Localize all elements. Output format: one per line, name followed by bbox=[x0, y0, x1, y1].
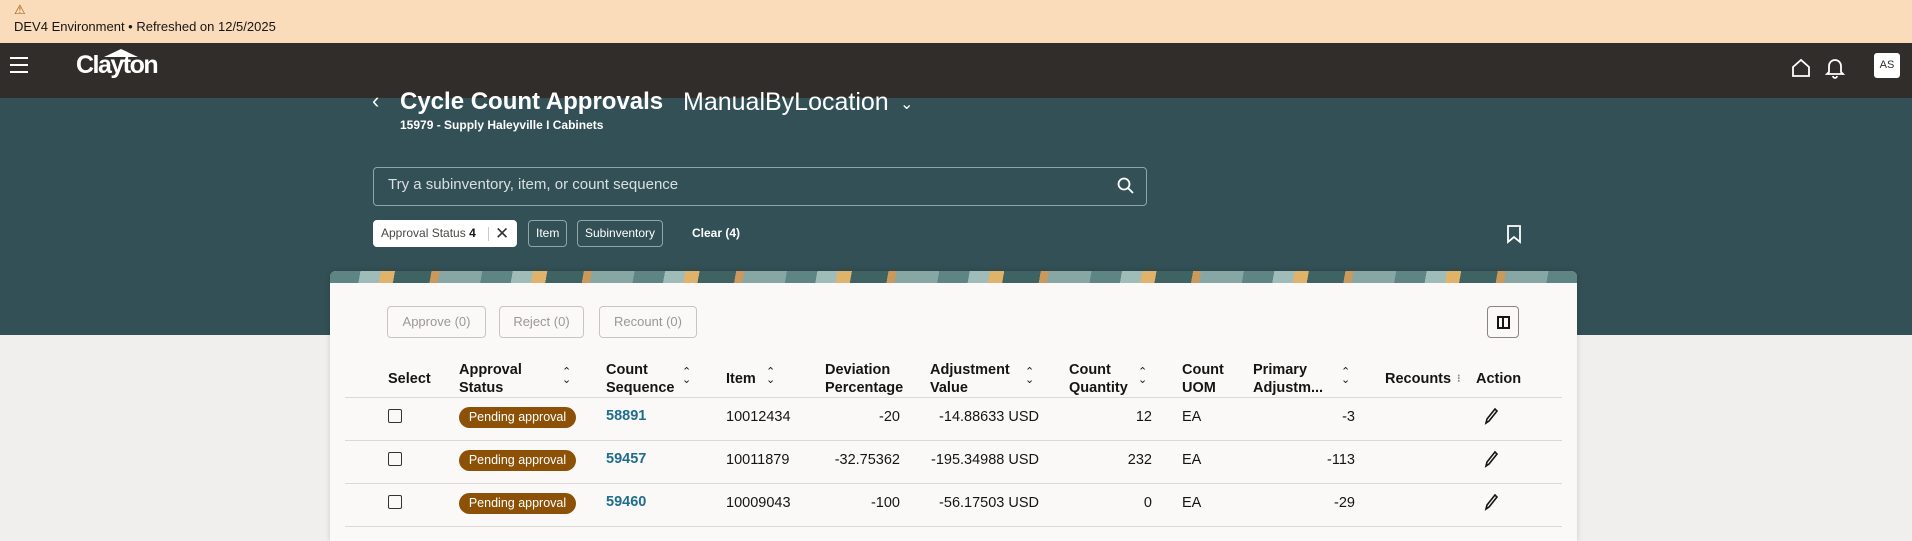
sort-icon[interactable]: ⌃ ⌄ bbox=[1341, 366, 1351, 386]
view-selector[interactable]: ManualByLocation bbox=[683, 88, 889, 116]
item-cell: 10012434 bbox=[726, 409, 791, 425]
reject-button[interactable]: Reject (0) bbox=[499, 306, 584, 338]
divider bbox=[345, 397, 1562, 398]
menu-icon[interactable] bbox=[10, 57, 28, 73]
table-row[interactable]: Pending approval 59457 10011879 -32.7536… bbox=[330, 441, 1577, 483]
sort-icon[interactable]: ⌃ ⌄ bbox=[1025, 366, 1035, 386]
top-bar: Clayton AS bbox=[0, 43, 1912, 98]
page-subtitle: 15979 - Supply Haleyville I Cabinets bbox=[400, 118, 604, 132]
table-row[interactable]: Pending approval 58891 10012434 -20 -14.… bbox=[330, 398, 1577, 440]
item-cell: 10009043 bbox=[726, 495, 791, 511]
recount-button[interactable]: Recount (0) bbox=[599, 306, 697, 338]
close-icon[interactable]: ✕ bbox=[495, 224, 510, 243]
bell-icon[interactable] bbox=[1824, 56, 1846, 80]
deviation-cell: -32.75362 bbox=[834, 452, 900, 468]
column-layout-button[interactable] bbox=[1487, 306, 1519, 338]
count-quantity-cell: 0 bbox=[1143, 495, 1152, 511]
header-primary-adjustment[interactable]: Primary Adjustm... bbox=[1253, 362, 1324, 396]
deviation-cell: -100 bbox=[870, 495, 900, 511]
filter-chip-subinventory[interactable]: Subinventory bbox=[577, 220, 664, 247]
approvals-card: Approve (0) Reject (0) Recount (0) Selec… bbox=[330, 271, 1577, 541]
row-checkbox[interactable] bbox=[388, 495, 402, 509]
banner-text: DEV4 Environment • Refreshed on 12/5/202… bbox=[14, 19, 276, 34]
divider bbox=[345, 526, 1562, 527]
filter-chip-item[interactable]: Item bbox=[528, 220, 568, 247]
count-sequence-link[interactable]: 59457 bbox=[606, 451, 647, 467]
avatar[interactable]: AS bbox=[1874, 53, 1900, 78]
column-resize-handle[interactable]: ⁝ bbox=[1457, 373, 1461, 385]
uom-cell: EA bbox=[1182, 409, 1202, 425]
status-badge: Pending approval bbox=[459, 407, 576, 428]
header-action: Action bbox=[1476, 371, 1522, 387]
count-sequence-link[interactable]: 58891 bbox=[606, 408, 647, 424]
count-quantity-cell: 12 bbox=[1135, 409, 1152, 425]
chevron-down-icon[interactable]: ⌄ bbox=[900, 96, 914, 113]
adjustment-cell: -14.88633 USD bbox=[939, 409, 1039, 425]
uom-cell: EA bbox=[1182, 495, 1202, 511]
header-deviation-percentage: Deviation Percentage bbox=[825, 362, 904, 396]
columns-icon bbox=[1497, 316, 1510, 329]
header-recounts[interactable]: Recounts bbox=[1385, 371, 1452, 387]
clayton-logo[interactable]: Clayton bbox=[76, 49, 159, 80]
chip-count: 4 bbox=[469, 226, 476, 240]
home-icon[interactable] bbox=[1790, 57, 1812, 79]
clear-filters-button[interactable]: Clear (4) bbox=[692, 226, 741, 240]
sort-icon[interactable]: ⌃ ⌄ bbox=[682, 366, 692, 386]
divider bbox=[345, 440, 1562, 441]
primary-adjustment-cell: -113 bbox=[1327, 452, 1355, 468]
deviation-cell: -20 bbox=[879, 409, 900, 425]
warning-icon: ⚠ bbox=[14, 2, 26, 17]
bookmark-icon[interactable] bbox=[1506, 224, 1522, 244]
header-item[interactable]: Item bbox=[726, 371, 756, 387]
edit-pencil-icon[interactable] bbox=[1483, 493, 1499, 511]
search-icon[interactable] bbox=[1116, 176, 1136, 196]
sort-icon[interactable]: ⌃ ⌄ bbox=[766, 366, 776, 386]
header-count-quantity[interactable]: Count Quantity bbox=[1069, 362, 1128, 396]
edit-pencil-icon[interactable] bbox=[1483, 450, 1499, 468]
item-cell: 10011879 bbox=[726, 452, 790, 468]
sort-icon[interactable]: ⌃ ⌄ bbox=[1138, 366, 1148, 386]
header-count-sequence[interactable]: Count Sequence bbox=[606, 362, 675, 396]
header-approval-status[interactable]: Approval Status bbox=[459, 362, 522, 396]
environment-banner: ⚠ DEV4 Environment • Refreshed on 12/5/2… bbox=[0, 0, 1912, 43]
status-badge: Pending approval bbox=[459, 450, 576, 471]
back-button[interactable]: ‹ bbox=[372, 88, 380, 113]
count-quantity-cell: 232 bbox=[1127, 452, 1152, 468]
uom-cell: EA bbox=[1182, 452, 1202, 468]
search-field[interactable] bbox=[373, 167, 1147, 206]
adjustment-cell: -195.34988 USD bbox=[930, 452, 1039, 468]
header-count-uom: Count UOM bbox=[1182, 362, 1224, 396]
search-input[interactable] bbox=[388, 176, 1088, 193]
sort-icon[interactable]: ⌃ ⌄ bbox=[562, 366, 572, 386]
primary-adjustment-cell: -29 bbox=[1334, 495, 1355, 511]
count-sequence-link[interactable]: 59460 bbox=[606, 494, 647, 510]
table-row[interactable]: Pending approval 59460 10009043 -100 -56… bbox=[330, 484, 1577, 526]
header-adjustment-value[interactable]: Adjustment Value bbox=[930, 362, 1010, 396]
row-checkbox[interactable] bbox=[388, 452, 402, 466]
primary-adjustment-cell: -3 bbox=[1342, 409, 1355, 425]
chip-label: Approval Status bbox=[381, 226, 466, 240]
decorative-pattern bbox=[330, 271, 1577, 283]
row-checkbox[interactable] bbox=[388, 409, 402, 423]
approve-button[interactable]: Approve (0) bbox=[387, 306, 486, 338]
header-select: Select bbox=[388, 371, 431, 387]
status-badge: Pending approval bbox=[459, 493, 576, 514]
divider bbox=[345, 483, 1562, 484]
edit-pencil-icon[interactable] bbox=[1483, 407, 1499, 425]
page-title: Cycle Count Approvals bbox=[400, 88, 664, 115]
filter-chip-approval-status[interactable]: Approval Status 4 ✕ bbox=[373, 220, 517, 247]
adjustment-cell: -56.17503 USD bbox=[939, 495, 1039, 511]
